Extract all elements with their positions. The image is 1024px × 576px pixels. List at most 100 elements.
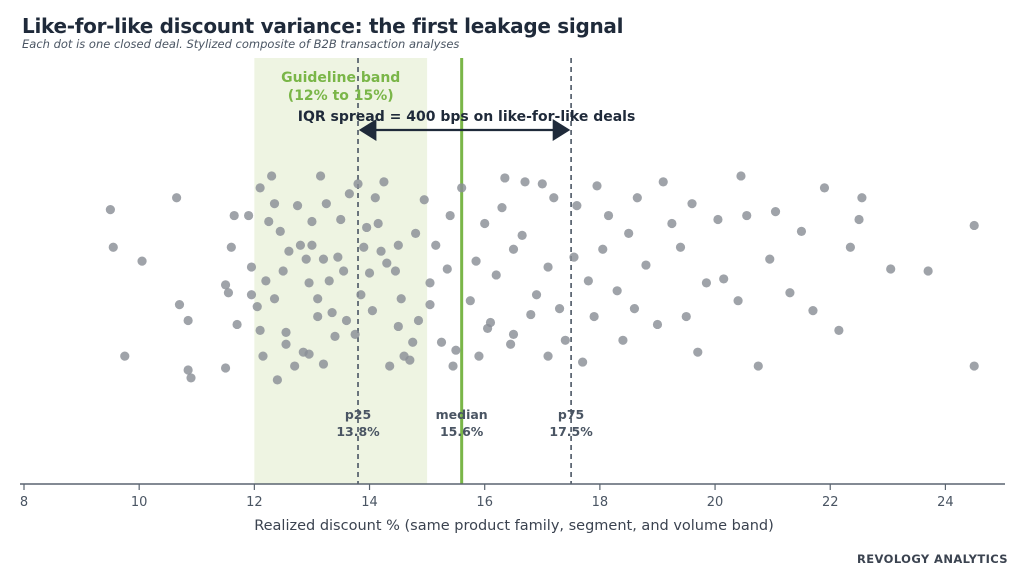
- data-point: [290, 361, 300, 371]
- data-point: [382, 258, 392, 268]
- data-point: [554, 304, 565, 314]
- data-point: [292, 201, 303, 211]
- data-point: [413, 315, 424, 326]
- data-point: [687, 199, 697, 209]
- data-point: [603, 210, 614, 221]
- data-point: [174, 300, 185, 310]
- data-point: [183, 315, 193, 326]
- guideline-band-range-label: (12% to 15%): [288, 88, 394, 104]
- data-point: [258, 351, 268, 361]
- data-point: [485, 317, 496, 328]
- data-point: [359, 242, 369, 252]
- data-point: [295, 240, 306, 250]
- data-point: [243, 210, 254, 221]
- data-point: [618, 335, 628, 345]
- data-point: [436, 337, 447, 347]
- data-point: [379, 177, 389, 187]
- reference-label-median: median: [436, 407, 488, 422]
- data-point: [183, 365, 193, 375]
- data-point: [589, 311, 599, 322]
- data-point: [261, 276, 271, 286]
- data-point: [785, 288, 795, 298]
- reference-label-p25: p25: [345, 407, 371, 422]
- data-point: [480, 218, 490, 229]
- data-point: [543, 351, 553, 361]
- data-point: [508, 329, 519, 339]
- data-point: [252, 302, 262, 312]
- data-point: [819, 183, 830, 193]
- data-point: [281, 327, 291, 337]
- data-point: [465, 296, 475, 306]
- data-point: [220, 363, 231, 373]
- data-point: [770, 207, 781, 217]
- data-point: [681, 311, 691, 322]
- data-point: [451, 345, 461, 355]
- data-point: [808, 306, 818, 316]
- guideline-band-label: Guideline band: [281, 70, 400, 86]
- data-point: [356, 290, 366, 300]
- data-point: [373, 218, 383, 229]
- data-point: [321, 199, 331, 209]
- reference-label-p75: p75: [558, 407, 584, 422]
- data-point: [223, 288, 234, 298]
- data-point: [658, 177, 668, 187]
- data-point: [471, 256, 481, 266]
- x-tick-label: 24: [937, 495, 954, 510]
- data-point: [327, 307, 337, 318]
- data-point: [969, 361, 979, 371]
- x-tick-label: 10: [131, 495, 148, 510]
- data-point: [667, 218, 677, 229]
- data-point: [267, 171, 277, 181]
- data-point: [336, 214, 346, 225]
- data-point: [108, 242, 118, 252]
- data-point: [255, 325, 265, 335]
- data-point: [713, 214, 723, 225]
- data-point: [652, 319, 663, 330]
- data-point: [269, 199, 280, 209]
- data-point: [854, 214, 864, 225]
- data-point: [376, 246, 386, 256]
- data-point: [393, 240, 403, 250]
- data-point: [304, 349, 314, 359]
- data-point: [742, 210, 752, 221]
- data-point: [612, 286, 622, 296]
- data-point: [592, 181, 602, 191]
- data-point: [362, 222, 372, 233]
- brand-label: REVOLOGY ANALYTICS: [857, 552, 1008, 566]
- data-point: [172, 193, 182, 203]
- data-point: [845, 242, 855, 252]
- data-point: [537, 179, 547, 189]
- data-point: [137, 256, 147, 266]
- data-point: [350, 329, 360, 339]
- x-tick-label: 22: [822, 495, 839, 510]
- x-tick-label: 16: [476, 495, 493, 510]
- reference-value-median: 15.6%: [440, 424, 484, 439]
- x-tick-label: 18: [592, 495, 609, 510]
- chart-title: Like-for-like discount variance: the fir…: [22, 14, 624, 38]
- data-point: [857, 193, 867, 203]
- data-point: [632, 193, 642, 203]
- data-point: [598, 244, 608, 254]
- data-point: [923, 266, 933, 276]
- data-point: [275, 226, 285, 236]
- data-point: [500, 173, 510, 183]
- data-point: [583, 276, 593, 286]
- data-point: [385, 361, 395, 371]
- data-point: [431, 240, 441, 250]
- data-point: [246, 262, 257, 272]
- data-point: [353, 179, 363, 189]
- data-point: [560, 335, 570, 345]
- data-point: [520, 177, 530, 187]
- data-point: [736, 171, 746, 181]
- data-point: [367, 306, 378, 316]
- data-point: [419, 195, 429, 205]
- data-point: [370, 193, 380, 203]
- data-point: [517, 230, 527, 240]
- data-point: [339, 266, 349, 276]
- x-tick-label: 14: [361, 495, 378, 510]
- data-point: [393, 321, 403, 332]
- data-point: [408, 337, 418, 347]
- data-point: [120, 351, 130, 361]
- data-point: [508, 244, 519, 254]
